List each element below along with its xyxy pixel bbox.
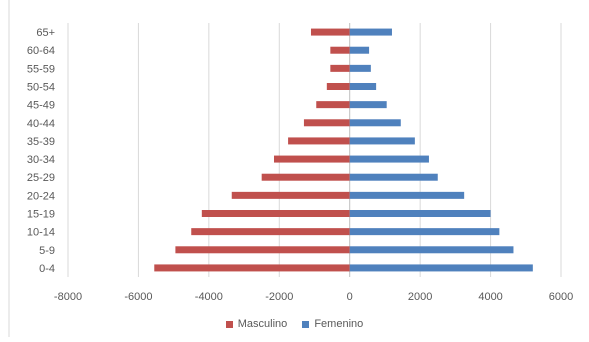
x-tick-label: 4000 bbox=[478, 291, 502, 303]
y-tick-label: 10-14 bbox=[27, 227, 55, 239]
bar-femenino-5-9 bbox=[349, 246, 514, 254]
bar-masculino-25-29 bbox=[261, 173, 350, 181]
y-tick-labels: 65+ 60-64 55-59 50-54 45-49 40-44 35-39 30-34 25… bbox=[27, 27, 55, 275]
bar-femenino-0-4 bbox=[349, 264, 533, 272]
x-tick-label: 2000 bbox=[408, 291, 432, 303]
bar-femenino-20-24 bbox=[349, 191, 465, 199]
x-tick-label: -2000 bbox=[265, 291, 293, 303]
y-tick-label: 30-34 bbox=[27, 154, 55, 166]
bar-masculino-45-49 bbox=[316, 101, 350, 109]
x-tick-label: 0 bbox=[347, 291, 353, 303]
y-tick-label: 60-64 bbox=[27, 45, 55, 57]
bar-masculino-0-4 bbox=[154, 264, 350, 272]
y-tick-label: 25-29 bbox=[27, 172, 55, 184]
bar-masculino-55-59 bbox=[330, 64, 350, 72]
legend-swatch-femenino bbox=[302, 320, 310, 328]
bar-femenino-35-39 bbox=[349, 137, 415, 145]
x-tick-label: -6000 bbox=[124, 291, 152, 303]
y-tick-label: 40-44 bbox=[27, 118, 55, 130]
y-tick-label: 35-39 bbox=[27, 136, 55, 148]
bar-femenino-40-44 bbox=[349, 119, 401, 127]
bar-femenino-55-59 bbox=[349, 64, 371, 72]
bar-masculino-65+ bbox=[310, 28, 350, 36]
bar-femenino-60-64 bbox=[349, 46, 370, 54]
bar-masculino-20-24 bbox=[231, 191, 350, 199]
bar-masculino-5-9 bbox=[175, 246, 350, 254]
legend-label-masculino: Masculino bbox=[237, 318, 288, 330]
bar-masculino-35-39 bbox=[288, 137, 350, 145]
x-tick-label: 6000 bbox=[549, 291, 573, 303]
y-tick-label: 45-49 bbox=[27, 100, 55, 112]
y-tick-label: 20-24 bbox=[27, 190, 55, 202]
bar-femenino-50-54 bbox=[349, 83, 377, 90]
legend-item-femenino: Femenino bbox=[302, 318, 363, 330]
bar-femenino-10-14 bbox=[349, 228, 500, 236]
legend: Masculino Femenino bbox=[0, 318, 589, 331]
bar-femenino-25-29 bbox=[349, 173, 438, 181]
legend-item-masculino: Masculino bbox=[225, 318, 288, 330]
bar-femenino-15-19 bbox=[349, 210, 491, 217]
bar-femenino-30-34 bbox=[349, 155, 429, 163]
bar-masculino-10-14 bbox=[191, 228, 350, 236]
gridlines bbox=[67, 23, 562, 277]
x-tick-label: -8000 bbox=[54, 291, 82, 303]
bar-masculino-15-19 bbox=[201, 210, 350, 217]
bar-masculino-30-34 bbox=[274, 155, 350, 163]
x-tick-label: -4000 bbox=[195, 291, 223, 303]
bar-masculino-40-44 bbox=[303, 119, 350, 127]
bar-femenino-65+ bbox=[349, 28, 392, 36]
bar-masculino-50-54 bbox=[326, 83, 350, 90]
y-tick-label: 50-54 bbox=[27, 82, 55, 94]
y-tick-label: 65+ bbox=[36, 27, 55, 39]
bars bbox=[154, 28, 533, 272]
legend-swatch-masculino bbox=[225, 320, 233, 328]
x-tick-labels: -8000 -6000 -4000 -2000 0 2000 4000 6000 bbox=[54, 291, 573, 303]
legend-label-femenino: Femenino bbox=[314, 318, 364, 330]
bar-masculino-60-64 bbox=[330, 46, 350, 54]
y-tick-label: 0-4 bbox=[39, 263, 55, 275]
y-tick-label: 15-19 bbox=[27, 209, 55, 221]
bar-femenino-45-49 bbox=[349, 101, 387, 109]
y-tick-label: 5-9 bbox=[39, 245, 55, 257]
y-tick-label: 55-59 bbox=[27, 63, 55, 75]
